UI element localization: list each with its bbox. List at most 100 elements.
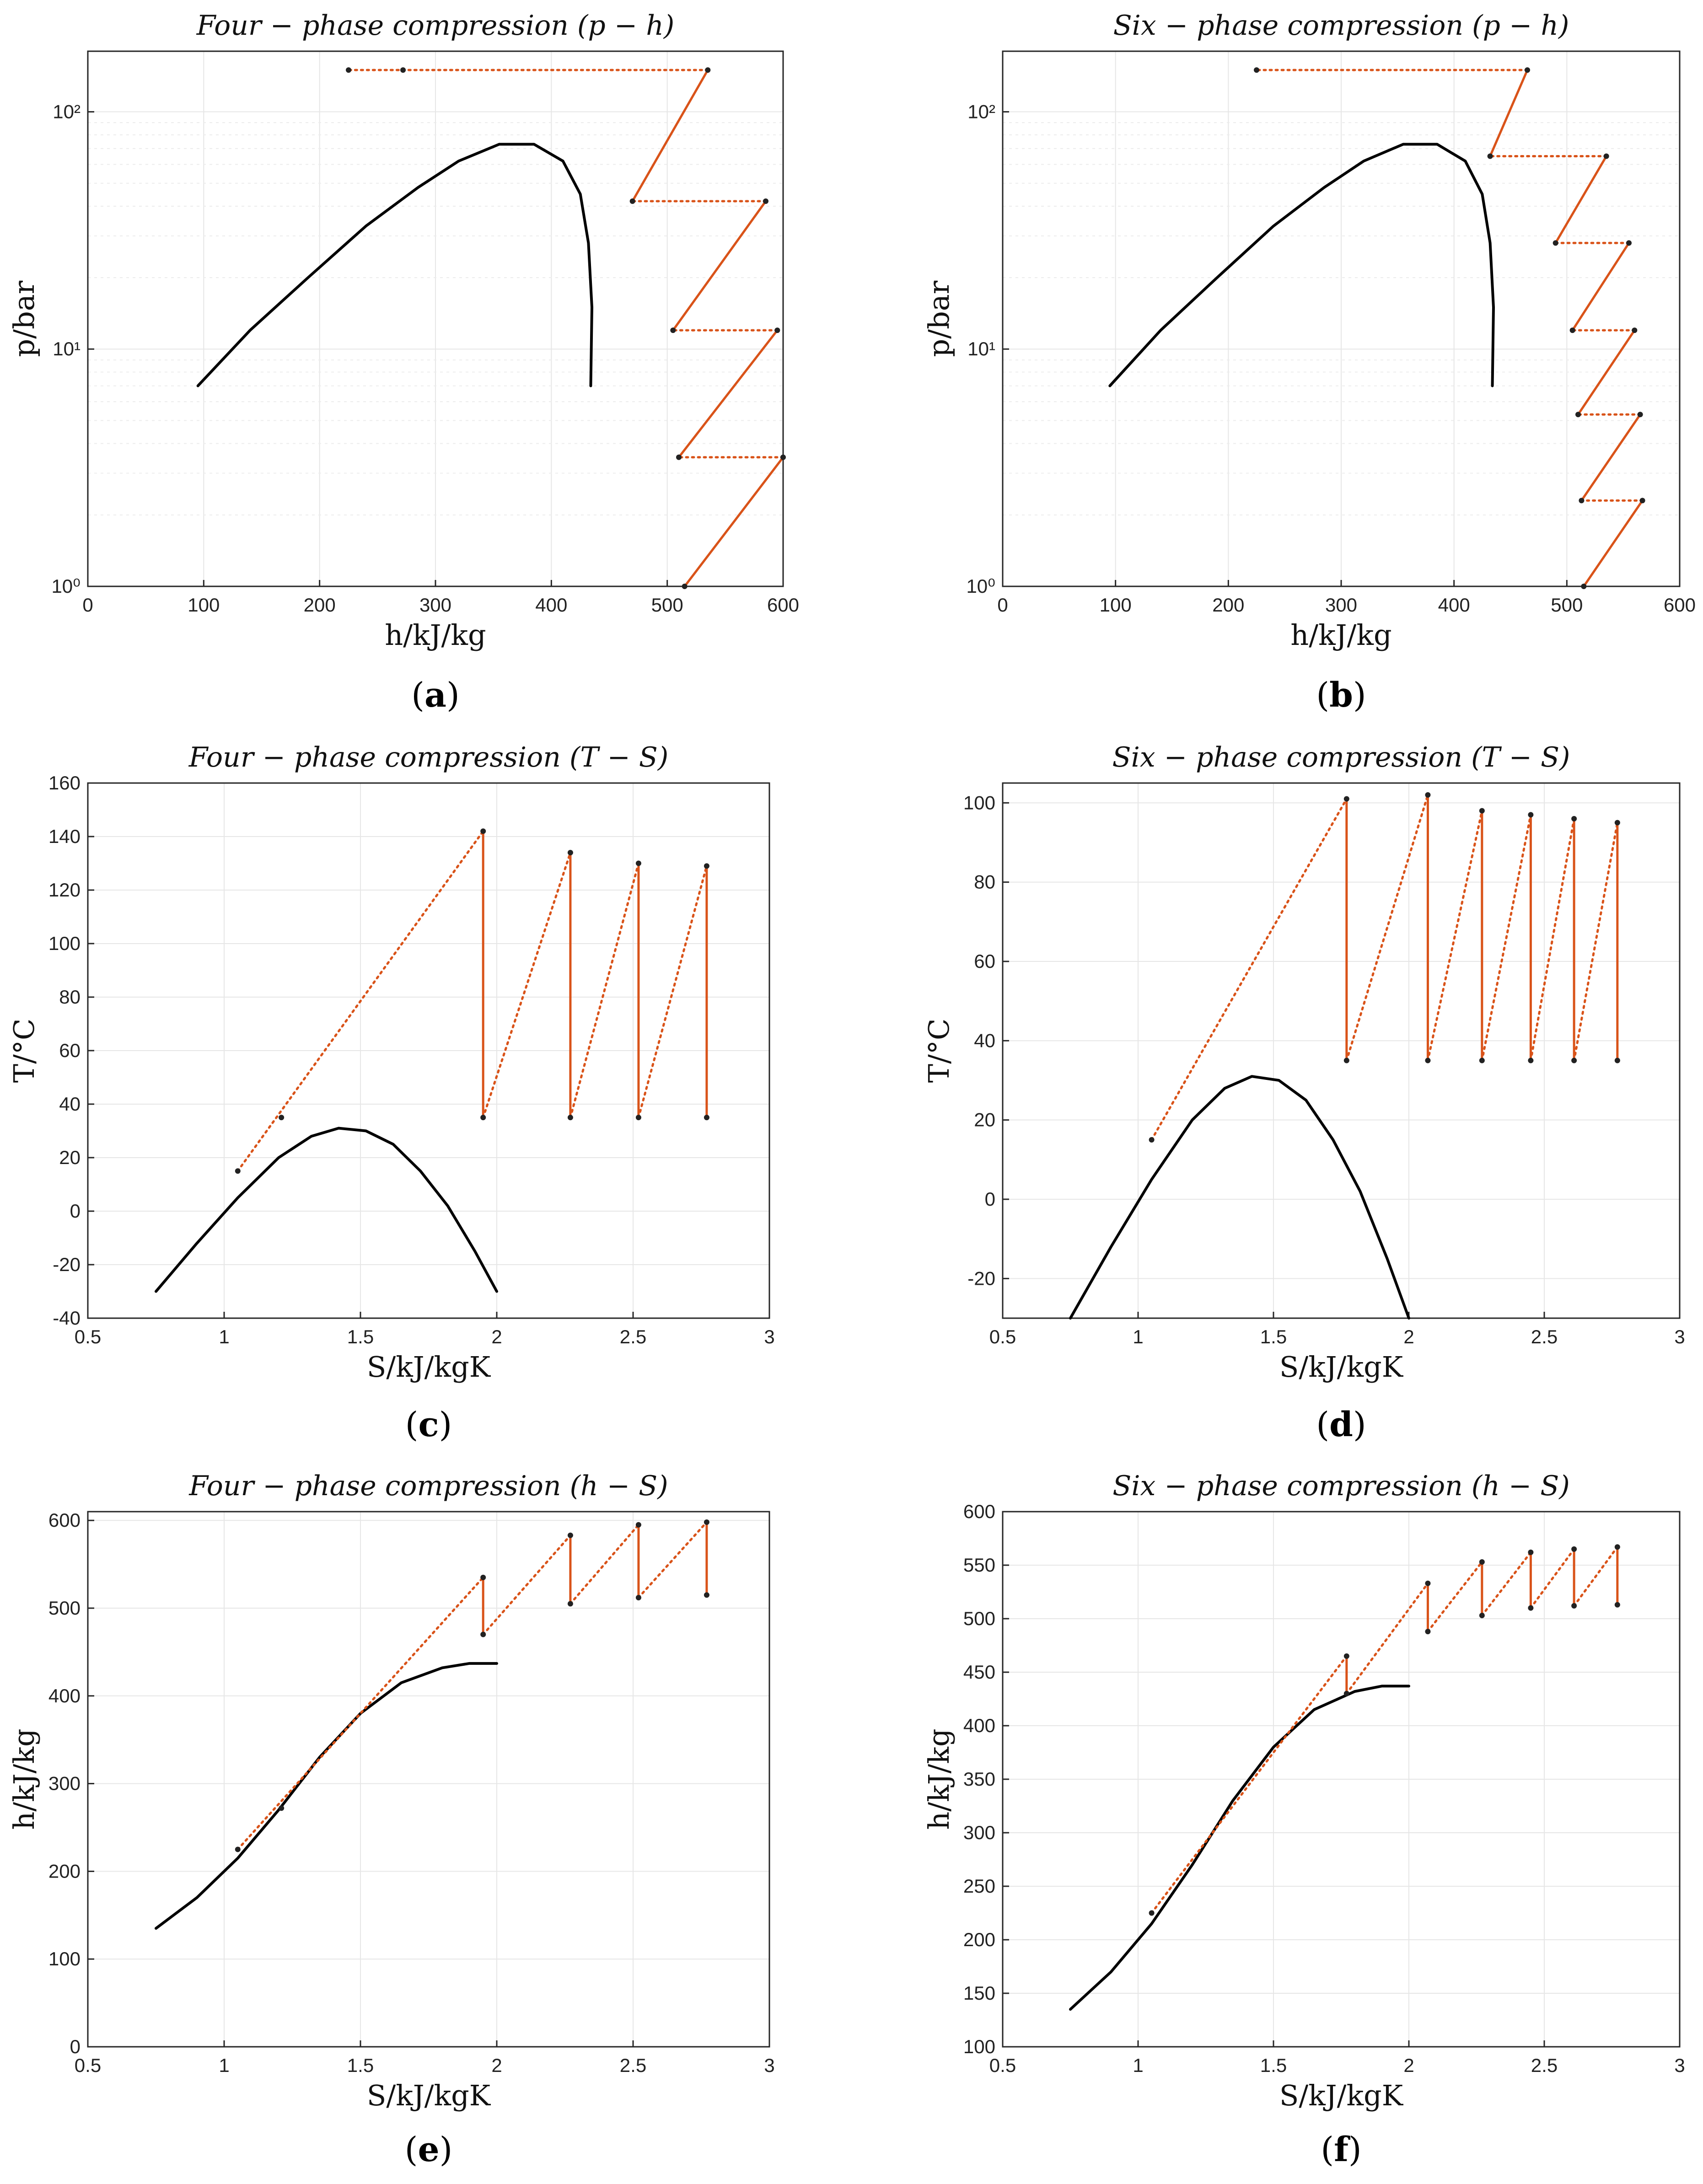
state-point bbox=[1528, 812, 1534, 818]
series-saturation-line bbox=[155, 1662, 498, 1930]
y-tick-label: 600 bbox=[48, 1509, 81, 1531]
state-point bbox=[1479, 1612, 1485, 1618]
x-tick-label: 1.5 bbox=[347, 1326, 374, 1347]
series-intercooling bbox=[236, 1521, 708, 1851]
y-tick-label: 10² bbox=[53, 101, 81, 122]
chart-panel-f: 0.5 1 1.5 2 2.5 3 100 150 200 250 300 350 400 450 500 5… bbox=[922, 1470, 1685, 2169]
state-point bbox=[567, 1532, 573, 1538]
state-point bbox=[635, 860, 641, 866]
x-tick-label: 1.5 bbox=[1260, 1326, 1287, 1347]
intercooling-segment bbox=[1481, 813, 1532, 1062]
x-tick-label: 100 bbox=[188, 594, 220, 616]
y-tick-label: 60 bbox=[59, 1040, 81, 1061]
state-point bbox=[704, 1519, 709, 1525]
series-intercooling bbox=[236, 830, 708, 1172]
intercooling-segment bbox=[1481, 1551, 1532, 1617]
state-point bbox=[1571, 1546, 1577, 1552]
x-tick-label: 2.5 bbox=[620, 1326, 646, 1347]
state-point bbox=[635, 1522, 641, 1528]
intercooling-segment bbox=[1345, 1582, 1429, 1695]
y-axis-label: p/bar bbox=[922, 280, 956, 357]
intercooling-segment bbox=[1529, 1548, 1575, 1610]
series-compression bbox=[631, 69, 784, 588]
compression-segment bbox=[683, 456, 784, 588]
intercooling-segment bbox=[1426, 810, 1483, 1062]
y-tick-label: 10⁰ bbox=[51, 575, 81, 597]
compression-segment bbox=[1554, 155, 1608, 244]
state-point bbox=[704, 1115, 709, 1121]
state-point bbox=[1575, 412, 1581, 418]
series-saturation-dome bbox=[1108, 143, 1495, 387]
state-point bbox=[1343, 1653, 1349, 1659]
state-point bbox=[1343, 1057, 1349, 1063]
state-point bbox=[1425, 792, 1431, 798]
y-tick-label: 10¹ bbox=[53, 338, 81, 360]
state-point bbox=[780, 454, 786, 460]
state-point bbox=[1639, 498, 1645, 504]
y-tick-label: 10⁰ bbox=[966, 575, 995, 597]
y-tick-label: 80 bbox=[974, 871, 995, 893]
x-tick-label: 600 bbox=[1664, 594, 1696, 616]
state-point bbox=[567, 1601, 573, 1607]
compression-segment bbox=[631, 69, 709, 203]
series-line bbox=[155, 1662, 498, 1930]
chart-panel-c: 0.5 1 1.5 2 2.5 3 -40 -20 0 20 40 60 80 100 120 140 160 F… bbox=[7, 741, 775, 1444]
state-point bbox=[1569, 327, 1575, 333]
x-tick-label: 500 bbox=[651, 594, 683, 616]
grid bbox=[1002, 783, 1680, 1318]
x-tick-label: 1 bbox=[219, 1326, 229, 1347]
intercooling-segment bbox=[1529, 817, 1575, 1062]
x-tick-label: 0.5 bbox=[989, 2055, 1016, 2076]
chart-panel-b: 0 100 200 300 400 500 600 10⁰ 10¹ 10² Six − phase … bbox=[922, 10, 1696, 715]
y-tick-label: 80 bbox=[59, 986, 81, 1008]
series-line bbox=[1069, 1075, 1410, 1320]
state-point bbox=[635, 1594, 641, 1600]
x-tick-label: 2.5 bbox=[620, 2055, 646, 2076]
x-tick-label: 400 bbox=[1438, 594, 1470, 616]
series-intercooling bbox=[1150, 1545, 1619, 1914]
y-tick-label: 400 bbox=[48, 1685, 81, 1706]
state-point bbox=[1425, 1580, 1431, 1586]
x-tick-label: 3 bbox=[764, 2055, 774, 2076]
chart-title: Four − phase compression (T − S) bbox=[188, 741, 669, 773]
chart-title: Four − phase compression (p − h) bbox=[196, 10, 675, 42]
state-point bbox=[480, 1574, 486, 1580]
state-point bbox=[400, 67, 406, 73]
y-axis-label: p/bar bbox=[7, 280, 41, 357]
intercooling-segment bbox=[637, 864, 708, 1119]
state-point bbox=[567, 850, 573, 856]
x-tick-label: 300 bbox=[419, 594, 451, 616]
plot-area bbox=[1003, 783, 1680, 1318]
state-point bbox=[635, 1115, 641, 1121]
intercooling-segment bbox=[637, 1521, 708, 1599]
chart-title: Six − phase compression (h − S) bbox=[1112, 1470, 1570, 1502]
state-point bbox=[480, 1115, 486, 1121]
y-tick-label: 0 bbox=[985, 1188, 995, 1210]
series-saturation-line bbox=[1069, 1685, 1410, 2011]
series-line bbox=[1108, 143, 1495, 387]
state-point bbox=[704, 1592, 709, 1598]
x-tick-label: 100 bbox=[1100, 594, 1132, 616]
state-point bbox=[279, 1115, 285, 1121]
series-line bbox=[155, 1127, 498, 1293]
y-tick-label: 150 bbox=[963, 1982, 995, 2004]
y-axis-label: h/kJ/kg bbox=[7, 1728, 41, 1830]
state-point bbox=[1553, 240, 1558, 246]
y-tick-label: 200 bbox=[963, 1929, 995, 1950]
state-point bbox=[1528, 1549, 1534, 1555]
y-tick-label: 550 bbox=[963, 1554, 995, 1576]
x-tick-label: 2 bbox=[1403, 2055, 1414, 2076]
y-tick-label: 500 bbox=[963, 1608, 995, 1629]
y-tick-label: 250 bbox=[963, 1875, 995, 1897]
y-tick-label: 10² bbox=[967, 101, 995, 122]
y-tick-label: -20 bbox=[53, 1254, 81, 1275]
state-points bbox=[1149, 1544, 1620, 1916]
y-tick-label: 600 bbox=[963, 1501, 995, 1522]
series-intercooling bbox=[347, 69, 784, 459]
state-point bbox=[1149, 1137, 1155, 1143]
y-tick-label: 200 bbox=[48, 1860, 81, 1882]
state-point bbox=[1571, 1603, 1577, 1609]
x-tick-label: 500 bbox=[1551, 594, 1583, 616]
state-point bbox=[676, 454, 682, 460]
